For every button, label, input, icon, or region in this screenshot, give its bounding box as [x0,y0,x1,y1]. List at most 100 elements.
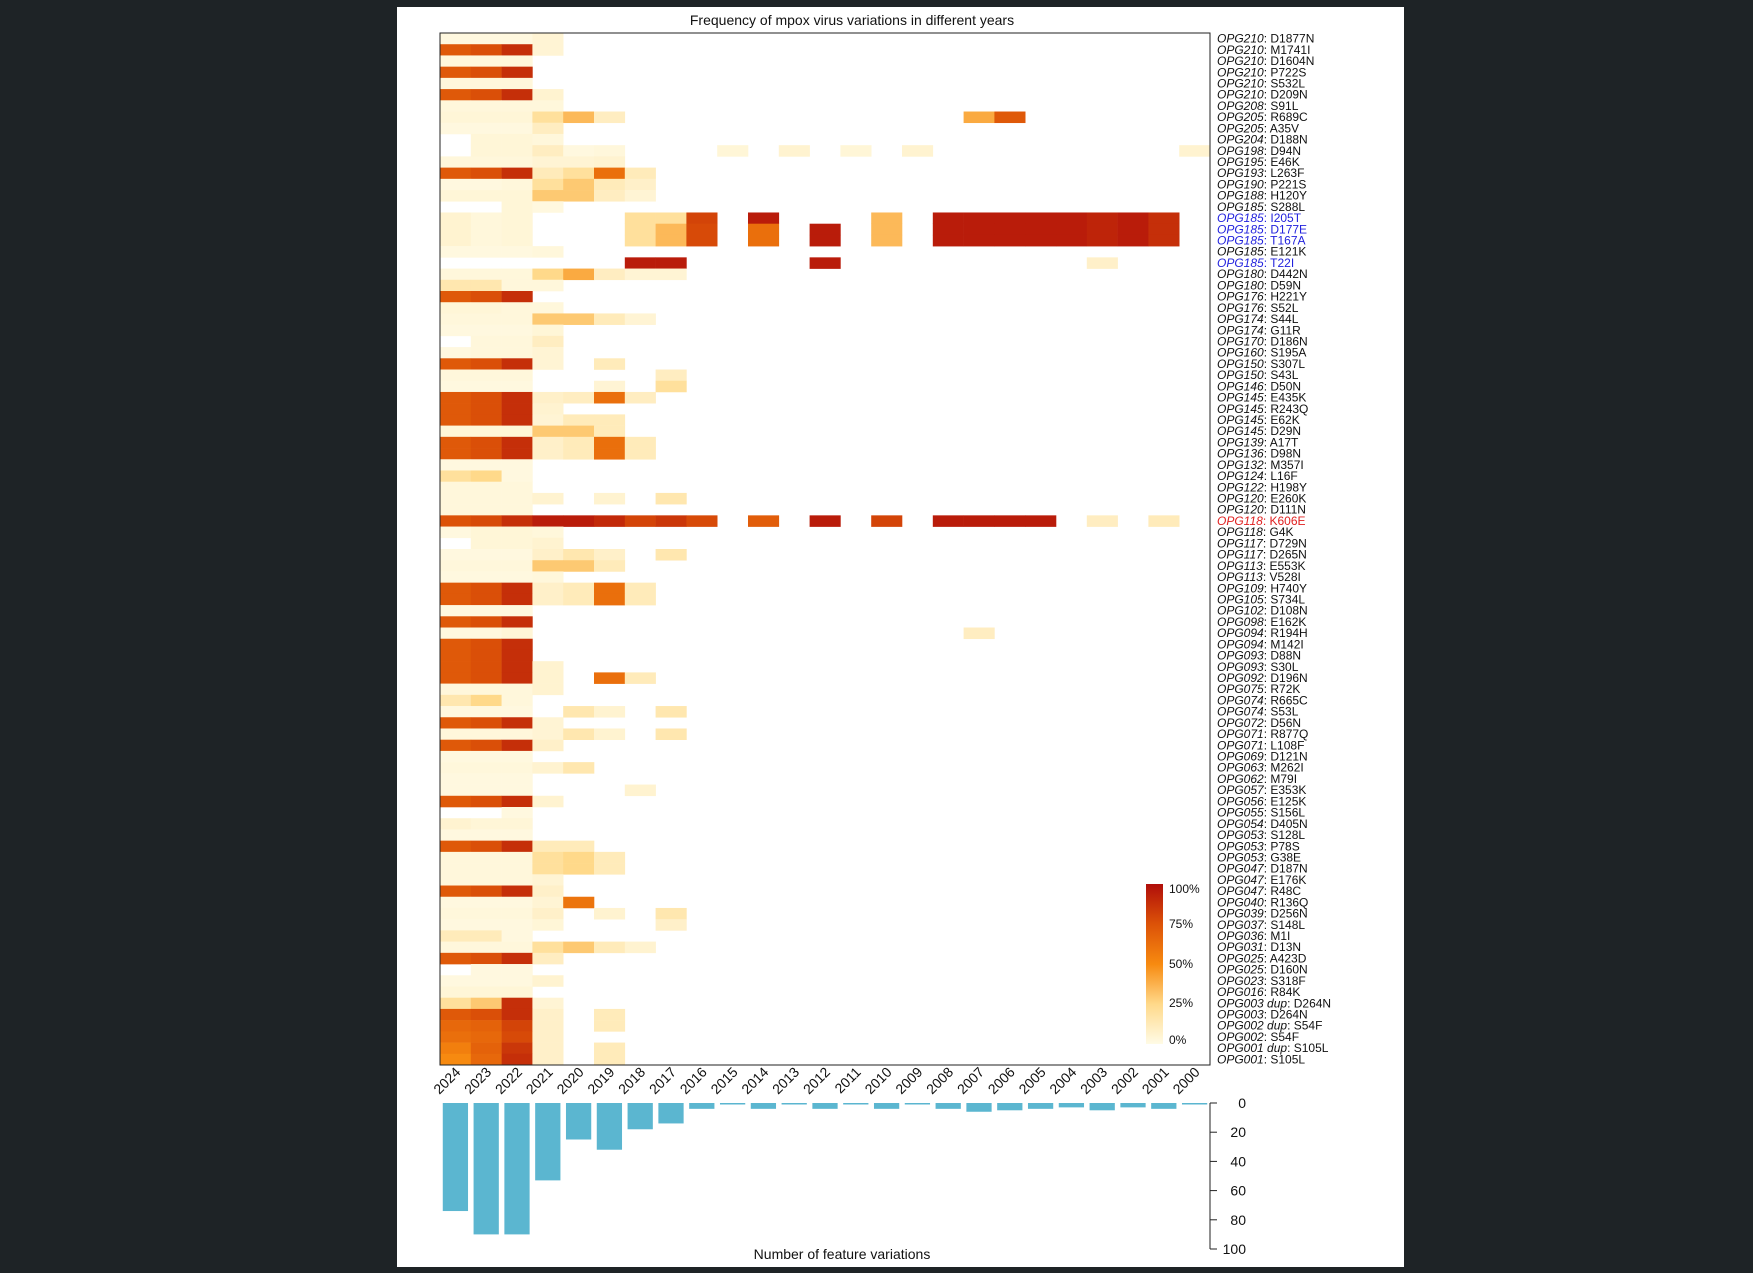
row-label: OPG185: D177E [1217,222,1307,236]
heatmap-cell [655,380,687,393]
heatmap-cell [994,212,1026,224]
row-label-mutation: : D1877N [1264,32,1315,46]
heatmap-cell [594,1053,626,1066]
heatmap-cell [501,1053,533,1066]
row-label-gene: OPG063 [1217,761,1264,775]
bar-axis-tick-label: 100 [1223,1241,1247,1257]
year-label: 2004 [1046,1064,1079,1097]
heatmap-cell [532,156,564,168]
heatmap-cell [440,683,472,696]
row-label: OPG145: R243Q [1217,402,1308,416]
heatmap-cell [1148,212,1180,224]
heatmap-cell [440,403,472,415]
heatmap-cell [440,896,472,909]
row-label-mutation: : E435K [1264,391,1307,405]
row-label-mutation: : R877Q [1264,727,1309,741]
figure-panel: Frequency of mpox virus variations in di… [397,7,1404,1267]
row-label-gene: OPG053 [1217,839,1264,853]
row-label-gene: OPG176 [1217,290,1264,304]
row-label-gene: OPG098 [1217,615,1264,629]
heatmap-cell [501,694,533,707]
heatmap-cell [470,133,502,146]
heatmap-cell [532,391,564,404]
heatmap-cell [470,874,502,886]
heatmap-cell [532,414,564,426]
heatmap-cell [470,638,502,651]
row-label-mutation: : D442N [1264,267,1308,281]
row-label-mutation: : I205T [1264,211,1302,225]
colorbar-tick: 0% [1169,1033,1187,1047]
heatmap-cell [563,896,595,909]
row-label-gene: OPG185 [1217,256,1264,270]
heatmap-cell [440,930,472,942]
heatmap-cell [532,122,564,135]
row-label: OPG053: S128L [1217,828,1305,842]
chart-svg: Frequency of mpox virus variations in di… [430,12,1331,1262]
heatmap-cell [501,638,533,651]
heatmap-cell [440,492,472,505]
heatmap-cell [470,986,502,998]
row-label-gene: OPG031 [1217,940,1264,954]
heatmap-cell [470,302,502,314]
row-label-mutation: : R72K [1264,682,1301,696]
heatmap-cell [594,380,626,393]
row-label-mutation: : P221S [1264,177,1307,191]
row-label: OPG145: D29N [1217,424,1301,438]
row-label-gene: OPG094 [1217,626,1264,640]
heatmap-cell [501,885,533,898]
heatmap-cell [501,762,533,774]
row-label-gene: OPG210 [1217,88,1264,102]
row-label-mutation: : D88N [1264,649,1301,663]
heatmap-cell [532,952,564,965]
heatmap-cell [440,694,472,707]
heatmap-cell [563,515,595,527]
heatmap-cell [624,234,656,247]
heatmap-cell [532,997,564,1010]
bar [1151,1103,1177,1109]
heatmap-cell [563,706,595,718]
row-label: OPG208: S91L [1217,99,1299,113]
heatmap-cell [470,941,502,954]
heatmap-cell [563,448,595,460]
heatmap-cell [440,246,472,258]
heatmap-cell [655,369,687,382]
heatmap-cell [932,234,964,247]
heatmap-cell [470,616,502,628]
heatmap-cell [624,257,656,269]
row-label-mutation: : R243Q [1264,402,1309,416]
heatmap-cell [532,941,564,954]
heatmap-cell [594,178,626,191]
row-label: OPG180: D442N [1217,267,1308,281]
bar-axis-tick-label: 40 [1230,1153,1246,1169]
heatmap-cell [532,762,564,774]
heatmap-cell [686,515,718,527]
heatmap-cell [470,863,502,875]
heatmap-cell [440,178,472,191]
heatmap-cell [440,66,472,79]
row-label-gene: OPG185 [1217,234,1264,248]
heatmap-cell [563,560,595,572]
heatmap-cell [594,1042,626,1055]
heatmap-cell [532,840,564,853]
heatmap-cell [470,55,502,67]
row-label-gene: OPG145 [1217,402,1264,416]
row-label: OPG055: S156L [1217,806,1305,820]
row-label: OPG195: E46K [1217,155,1300,169]
row-label: OPG025: A423D [1217,951,1307,965]
heatmap-cell [440,313,472,325]
row-label: OPG118: G4K [1217,525,1294,539]
row-label: OPG193: L263F [1217,166,1304,180]
heatmap-cell [440,369,472,382]
row-label: OPG210: D1877N [1217,32,1314,46]
heatmap-cell [501,77,533,90]
heatmap-cell [501,1020,533,1032]
row-label-gene: OPG036 [1217,929,1264,943]
heatmap-cell [532,436,564,449]
heatmap-cell [470,1008,502,1021]
heatmap-cell [501,616,533,628]
heatmap-cell [963,212,995,224]
heatmap-cell [594,560,626,572]
heatmap-cell [532,347,564,359]
heatmap-cell [624,448,656,460]
heatmap-cell [563,728,595,740]
